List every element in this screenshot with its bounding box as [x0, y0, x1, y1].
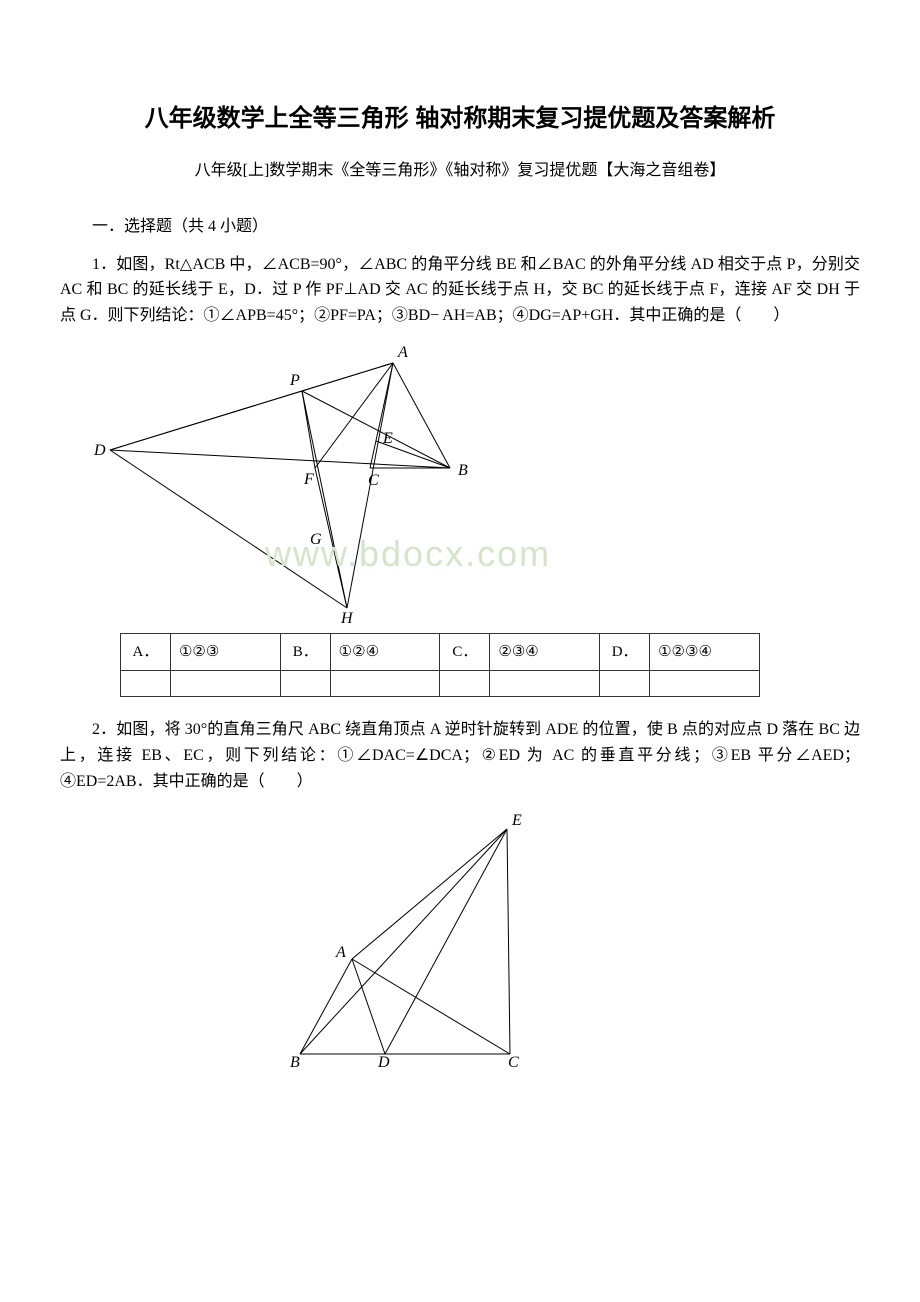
- option-c-letter: C．: [440, 634, 490, 671]
- svg-text:F: F: [303, 471, 314, 488]
- table-row: A． ①②③ B． ①②④ C． ②③④ D． ①②③④: [121, 634, 760, 671]
- option-b-value: ①②④: [330, 634, 440, 671]
- svg-text:A: A: [397, 344, 408, 361]
- svg-text:C: C: [368, 472, 379, 489]
- question-2-text: 2．如图，将 30°的直角三角尺 ABC 绕直角顶点 A 逆时针旋转到 ADE …: [60, 717, 860, 794]
- svg-text:G: G: [310, 531, 322, 548]
- page-title: 八年级数学上全等三角形 轴对称期末复习提优题及答案解析: [60, 100, 860, 138]
- option-d-letter: D．: [600, 634, 650, 671]
- option-c-value: ②③④: [490, 634, 600, 671]
- svg-text:E: E: [511, 812, 522, 829]
- svg-text:B: B: [290, 1054, 300, 1069]
- table-row: [121, 671, 760, 697]
- svg-text:A: A: [335, 944, 346, 961]
- svg-text:E: E: [382, 430, 393, 447]
- question-1-figure: ABCDEFPGH www.bdocx.com: [90, 343, 860, 623]
- option-a-letter: A．: [121, 634, 171, 671]
- svg-text:P: P: [289, 372, 300, 389]
- option-a-value: ①②③: [170, 634, 280, 671]
- svg-text:D: D: [377, 1054, 390, 1069]
- question-1-options-table: A． ①②③ B． ①②④ C． ②③④ D． ①②③④: [120, 633, 760, 697]
- svg-text:B: B: [458, 462, 468, 479]
- svg-text:C: C: [508, 1054, 519, 1069]
- option-d-value: ①②③④: [650, 634, 760, 671]
- question-1-text: 1．如图，Rt△ACB 中，∠ACB=90°，∠ABC 的角平分线 BE 和∠B…: [60, 252, 860, 329]
- question-2-figure: B D C A E: [280, 809, 860, 1069]
- section-1-label: 一．选择题（共 4 小题）: [60, 214, 860, 240]
- subtitle: 八年级[上]数学期末《全等三角形》《轴对称》复习提优题【大海之音组卷】: [60, 158, 860, 184]
- option-b-letter: B．: [280, 634, 330, 671]
- svg-text:H: H: [340, 610, 354, 623]
- svg-text:D: D: [93, 442, 106, 459]
